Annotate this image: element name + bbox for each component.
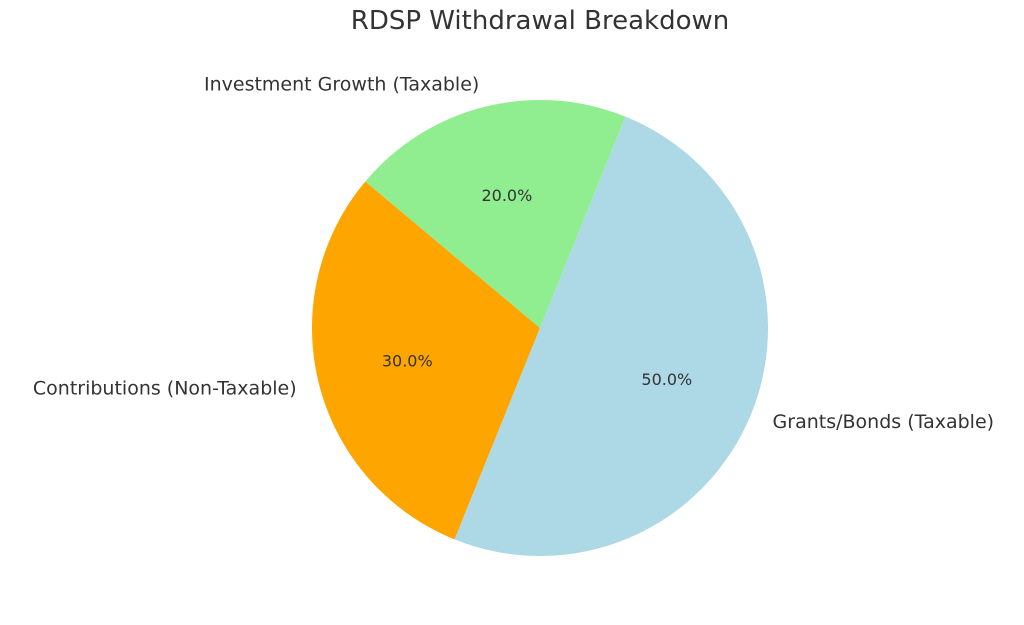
pie-slice-category-label: Investment Growth (Taxable) bbox=[204, 74, 479, 96]
pie-slice-category-label: Grants/Bonds (Taxable) bbox=[773, 411, 995, 433]
chart-title: RDSP Withdrawal Breakdown bbox=[350, 6, 730, 36]
pie-slice-investment-growth-taxable bbox=[365, 99, 626, 328]
pie-slice-percent-label: 30.0% bbox=[382, 352, 433, 371]
pie-slice-contributions-non-taxable bbox=[311, 181, 540, 540]
pie-labels: 30.0% Contributions (Non-Taxable) 50.0% Gra… bbox=[33, 74, 994, 433]
pie-slice-grants-bonds-taxable bbox=[454, 116, 769, 557]
pie-slice-percent-label: 20.0% bbox=[481, 186, 532, 205]
pie-slice-category-label: Contributions (Non-Taxable) bbox=[33, 378, 297, 400]
pie-slices bbox=[311, 99, 769, 557]
pie-slice-percent-label: 50.0% bbox=[641, 370, 692, 389]
